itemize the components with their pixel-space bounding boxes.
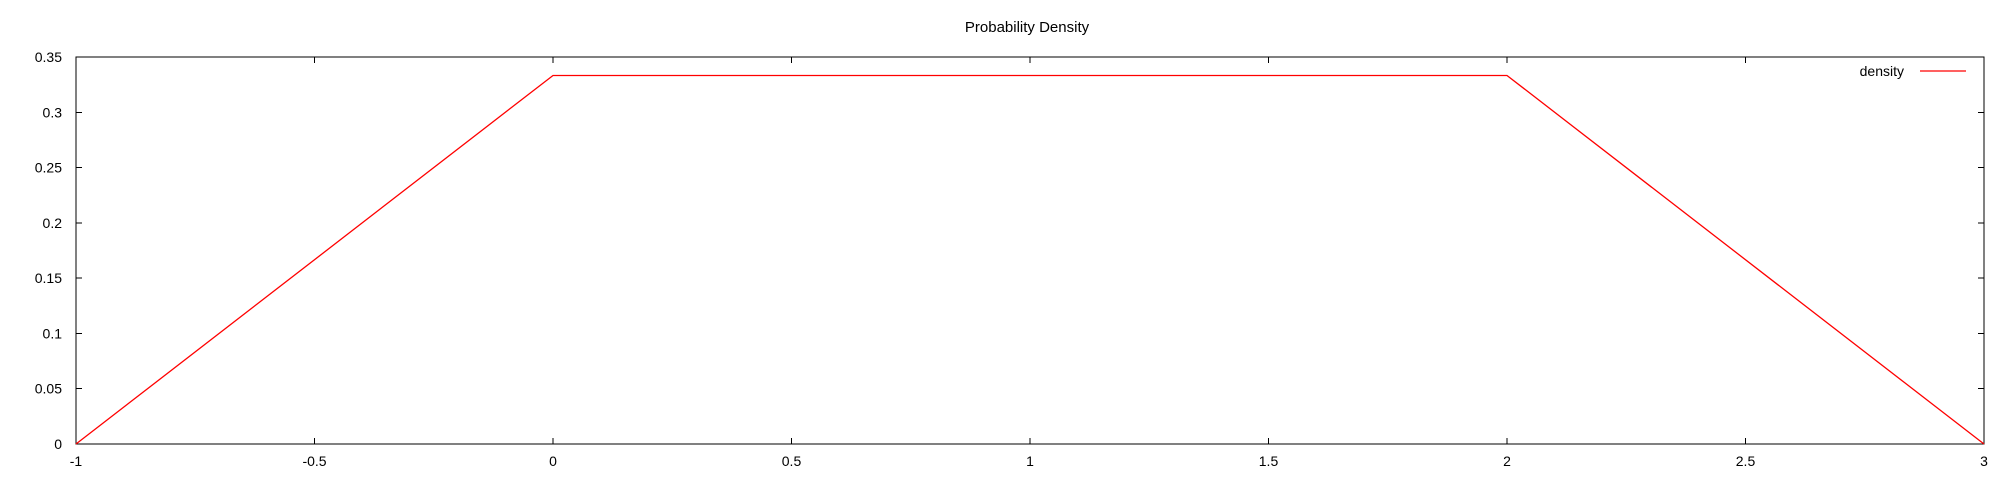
y-tick-label: 0.2 [43, 215, 63, 231]
x-tick-label: 0.5 [782, 453, 802, 469]
x-tick-label: 1.5 [1259, 453, 1279, 469]
x-tick-label: -0.5 [302, 453, 326, 469]
chart-title: Probability Density [965, 19, 1090, 36]
series-line-density [75, 74, 1985, 445]
legend: density [1860, 63, 1966, 79]
y-tick-label: 0.35 [35, 49, 62, 65]
x-tick-label: 2 [1503, 453, 1511, 469]
x-tick-label: -1 [70, 453, 83, 469]
y-tick-label: 0 [54, 436, 62, 452]
y-tick-label: 0.1 [43, 325, 63, 341]
ticks-layer: -1 -0.5 0 0.5 1 1.5 2 2.5 3 0 0.05 0.1 0.15 0.2 0.25 0.… [35, 49, 1988, 469]
x-tick-label: 2.5 [1736, 453, 1756, 469]
legend-label: density [1860, 63, 1904, 79]
axes-layer [75, 56, 1985, 445]
y-tick-label: 0.15 [35, 270, 62, 286]
series-layer [75, 74, 1985, 445]
x-tick-label: 3 [1980, 453, 1988, 469]
plot-frame [75, 56, 1985, 445]
y-tick-label: 0.25 [35, 160, 62, 176]
y-tick-label: 0.3 [43, 104, 63, 120]
x-tick-label: 0 [549, 453, 557, 469]
y-tick-label: 0.05 [35, 381, 62, 397]
x-tick-label: 1 [1026, 453, 1034, 469]
